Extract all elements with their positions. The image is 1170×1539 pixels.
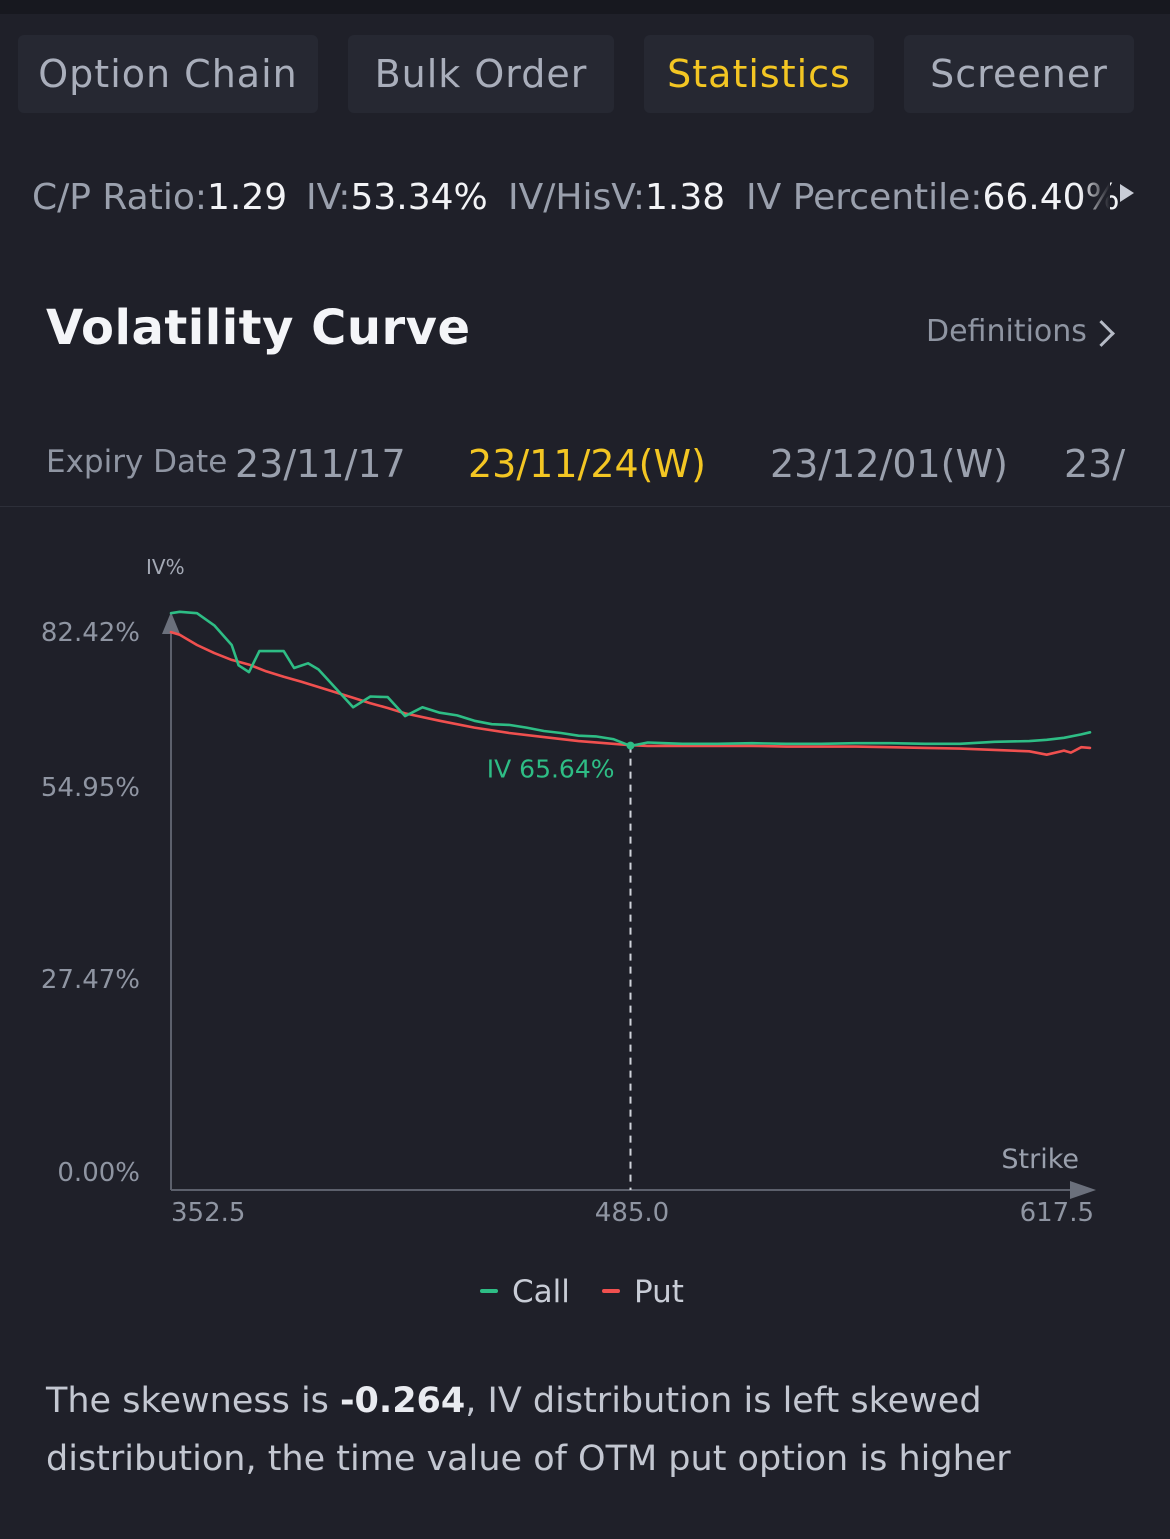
x-axis-label: Strike (1001, 1144, 1079, 1175)
expiry-date-option[interactable]: 23/11/24(W) (468, 442, 706, 486)
skewness-summary: The skewness is -0.264, IV distribution … (46, 1372, 1136, 1488)
tab-bulk-order[interactable]: Bulk Order (348, 35, 614, 113)
metric-iv-percentile: IV Percentile:66.40% (746, 172, 1120, 224)
y-tick-label: 0.00% (57, 1158, 140, 1188)
divider (0, 506, 1170, 507)
legend-item-put[interactable]: Put (602, 1270, 684, 1314)
summary-prefix: The skewness is (46, 1381, 341, 1421)
tab-option-chain[interactable]: Option Chain (18, 35, 318, 113)
skewness-value: -0.264 (340, 1381, 466, 1421)
x-tick-label: 485.0 (595, 1198, 669, 1228)
x-tick-label: 352.5 (171, 1198, 245, 1228)
x-axis (171, 1181, 1096, 1199)
tab-bar: Option Chain Bulk Order Statistics Scree… (0, 35, 1170, 115)
y-tick-label: 27.47% (41, 965, 140, 995)
metric-label: IV Percentile: (746, 177, 983, 218)
crosshair-label: IV 65.64% (487, 755, 615, 784)
metric-label: IV/HisV: (508, 177, 646, 218)
expiry-date-option[interactable]: 23/12/01(W) (770, 442, 1008, 486)
metrics-more-icon[interactable] (1120, 184, 1134, 202)
volatility-curve-chart[interactable]: IV% Strike 82.42% 54.95% 27.47% 0.00% 352.5… (0, 540, 1170, 1250)
y-axis-arrow-icon (162, 612, 180, 634)
metric-value: 53.34% (350, 177, 488, 218)
chart-legend: Call Put (0, 1270, 1170, 1314)
y-axis (162, 612, 180, 1190)
series-line-put (169, 630, 1092, 757)
metric-iv-hisv: IV/HisV:1.38 (508, 172, 725, 224)
metric-cp-ratio: C/P Ratio:1.29 (32, 172, 287, 224)
metric-label: IV: (306, 177, 351, 218)
metric-iv: IV:53.34% (306, 172, 488, 224)
expiry-selector: Expiry Date 23/11/17 23/11/24(W) 23/12/0… (0, 438, 1170, 494)
expiry-date-option[interactable]: 23/11/17 (235, 442, 406, 486)
series-line-call (169, 610, 1092, 748)
expiry-label: Expiry Date (46, 444, 228, 480)
legend-item-call[interactable]: Call (480, 1270, 570, 1314)
expiry-date-option[interactable]: 23/ (1064, 442, 1126, 486)
crosshair-point (626, 741, 635, 750)
metrics-fade (1080, 170, 1110, 226)
status-strip (0, 0, 1170, 14)
metric-label: C/P Ratio: (32, 177, 207, 218)
x-axis-arrow-icon (1070, 1181, 1096, 1199)
summary-suffix: , IV distribution is left skewed distrib… (46, 1381, 1011, 1479)
metric-value: 1.38 (645, 177, 726, 218)
chevron-right-icon[interactable] (1088, 320, 1115, 347)
metric-value: 1.29 (206, 177, 288, 218)
legend-label: Put (634, 1274, 684, 1310)
section-title: Volatility Curve (46, 300, 471, 356)
y-tick-label: 82.42% (41, 618, 140, 648)
metrics-bar: C/P Ratio:1.29 IV:53.34% IV/HisV:1.38 IV… (0, 172, 1170, 224)
tab-screener[interactable]: Screener (904, 35, 1134, 113)
y-tick-label: 54.95% (41, 773, 140, 803)
legend-swatch (480, 1288, 498, 1293)
legend-label: Call (512, 1274, 570, 1310)
legend-swatch (602, 1288, 620, 1293)
definitions-link[interactable]: Definitions (926, 314, 1087, 349)
y-axis-label: IV% (146, 555, 185, 579)
x-tick-label: 617.5 (1020, 1198, 1094, 1228)
tab-statistics[interactable]: Statistics (644, 35, 874, 113)
